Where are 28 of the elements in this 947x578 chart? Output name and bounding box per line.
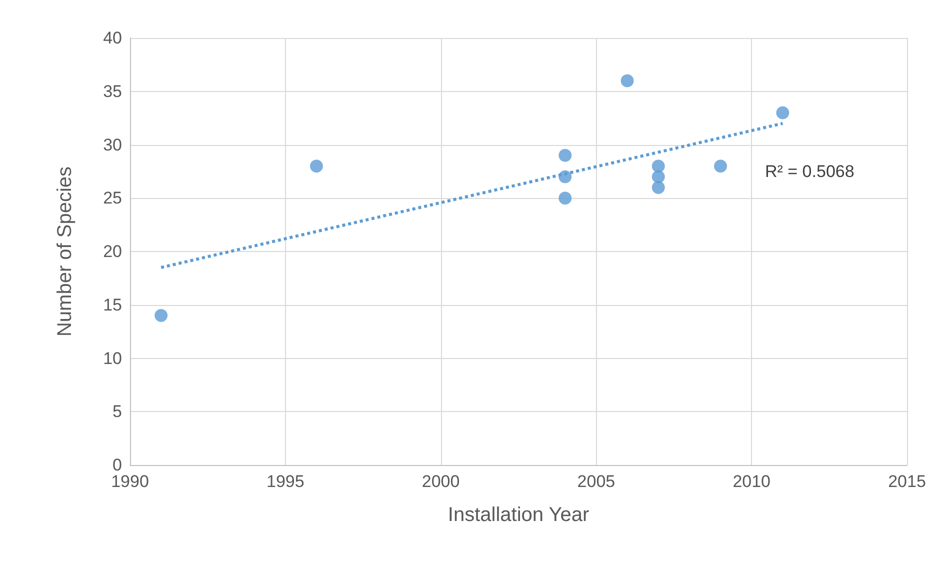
y-tick-label: 30 — [103, 135, 122, 154]
point — [714, 160, 728, 173]
x-tick-label: 2015 — [888, 472, 926, 491]
x-tick-label: 2000 — [422, 472, 460, 491]
y-axis-title: Number of Species — [54, 166, 76, 337]
y-tick-label: 0 — [112, 456, 122, 474]
point — [310, 160, 323, 173]
point — [620, 74, 634, 88]
y-tick-label: 25 — [103, 188, 122, 208]
x-axis-title: Installation Year — [448, 504, 590, 526]
y-tick-label: 5 — [112, 402, 122, 422]
annotation: R² = 0.5068 — [765, 162, 854, 181]
point — [558, 192, 572, 205]
y-tick-label: 15 — [103, 295, 122, 314]
y-tick-label: 35 — [103, 82, 122, 101]
point — [652, 180, 665, 194]
point — [154, 309, 168, 322]
point — [558, 148, 572, 162]
point — [776, 106, 790, 120]
x-tick-label: 2010 — [732, 472, 771, 491]
y-tick-label: 40 — [103, 28, 122, 48]
x-tick-label: 1990 — [111, 472, 149, 491]
point — [652, 170, 665, 184]
y-tick-label: 20 — [103, 242, 122, 261]
y-tick-label: 10 — [103, 348, 122, 368]
point — [652, 160, 665, 173]
x-tick-label: 1995 — [266, 472, 304, 491]
x-tick-label: 2005 — [577, 472, 616, 491]
